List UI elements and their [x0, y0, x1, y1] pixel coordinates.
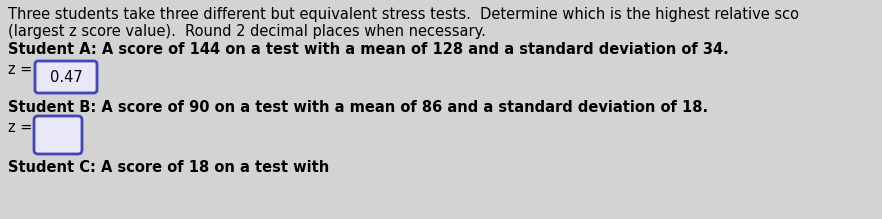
Text: (largest z score value).  Round 2 decimal places when necessary.: (largest z score value). Round 2 decimal… [8, 24, 486, 39]
FancyBboxPatch shape [34, 116, 82, 154]
Text: Three students take three different but equivalent stress tests.  Determine whic: Three students take three different but … [8, 7, 799, 22]
Text: Student A: A score of 144 on a test with a mean of 128 and a standard deviation : Student A: A score of 144 on a test with… [8, 42, 729, 57]
Text: 0.47: 0.47 [49, 69, 82, 85]
Text: z =: z = [8, 120, 37, 135]
Text: Student C: A score of 18 on a test with: Student C: A score of 18 on a test with [8, 160, 329, 175]
Text: z =: z = [8, 62, 37, 77]
Text: Student B: A score of 90 on a test with a mean of 86 and a standard deviation of: Student B: A score of 90 on a test with … [8, 100, 708, 115]
FancyBboxPatch shape [35, 61, 97, 93]
